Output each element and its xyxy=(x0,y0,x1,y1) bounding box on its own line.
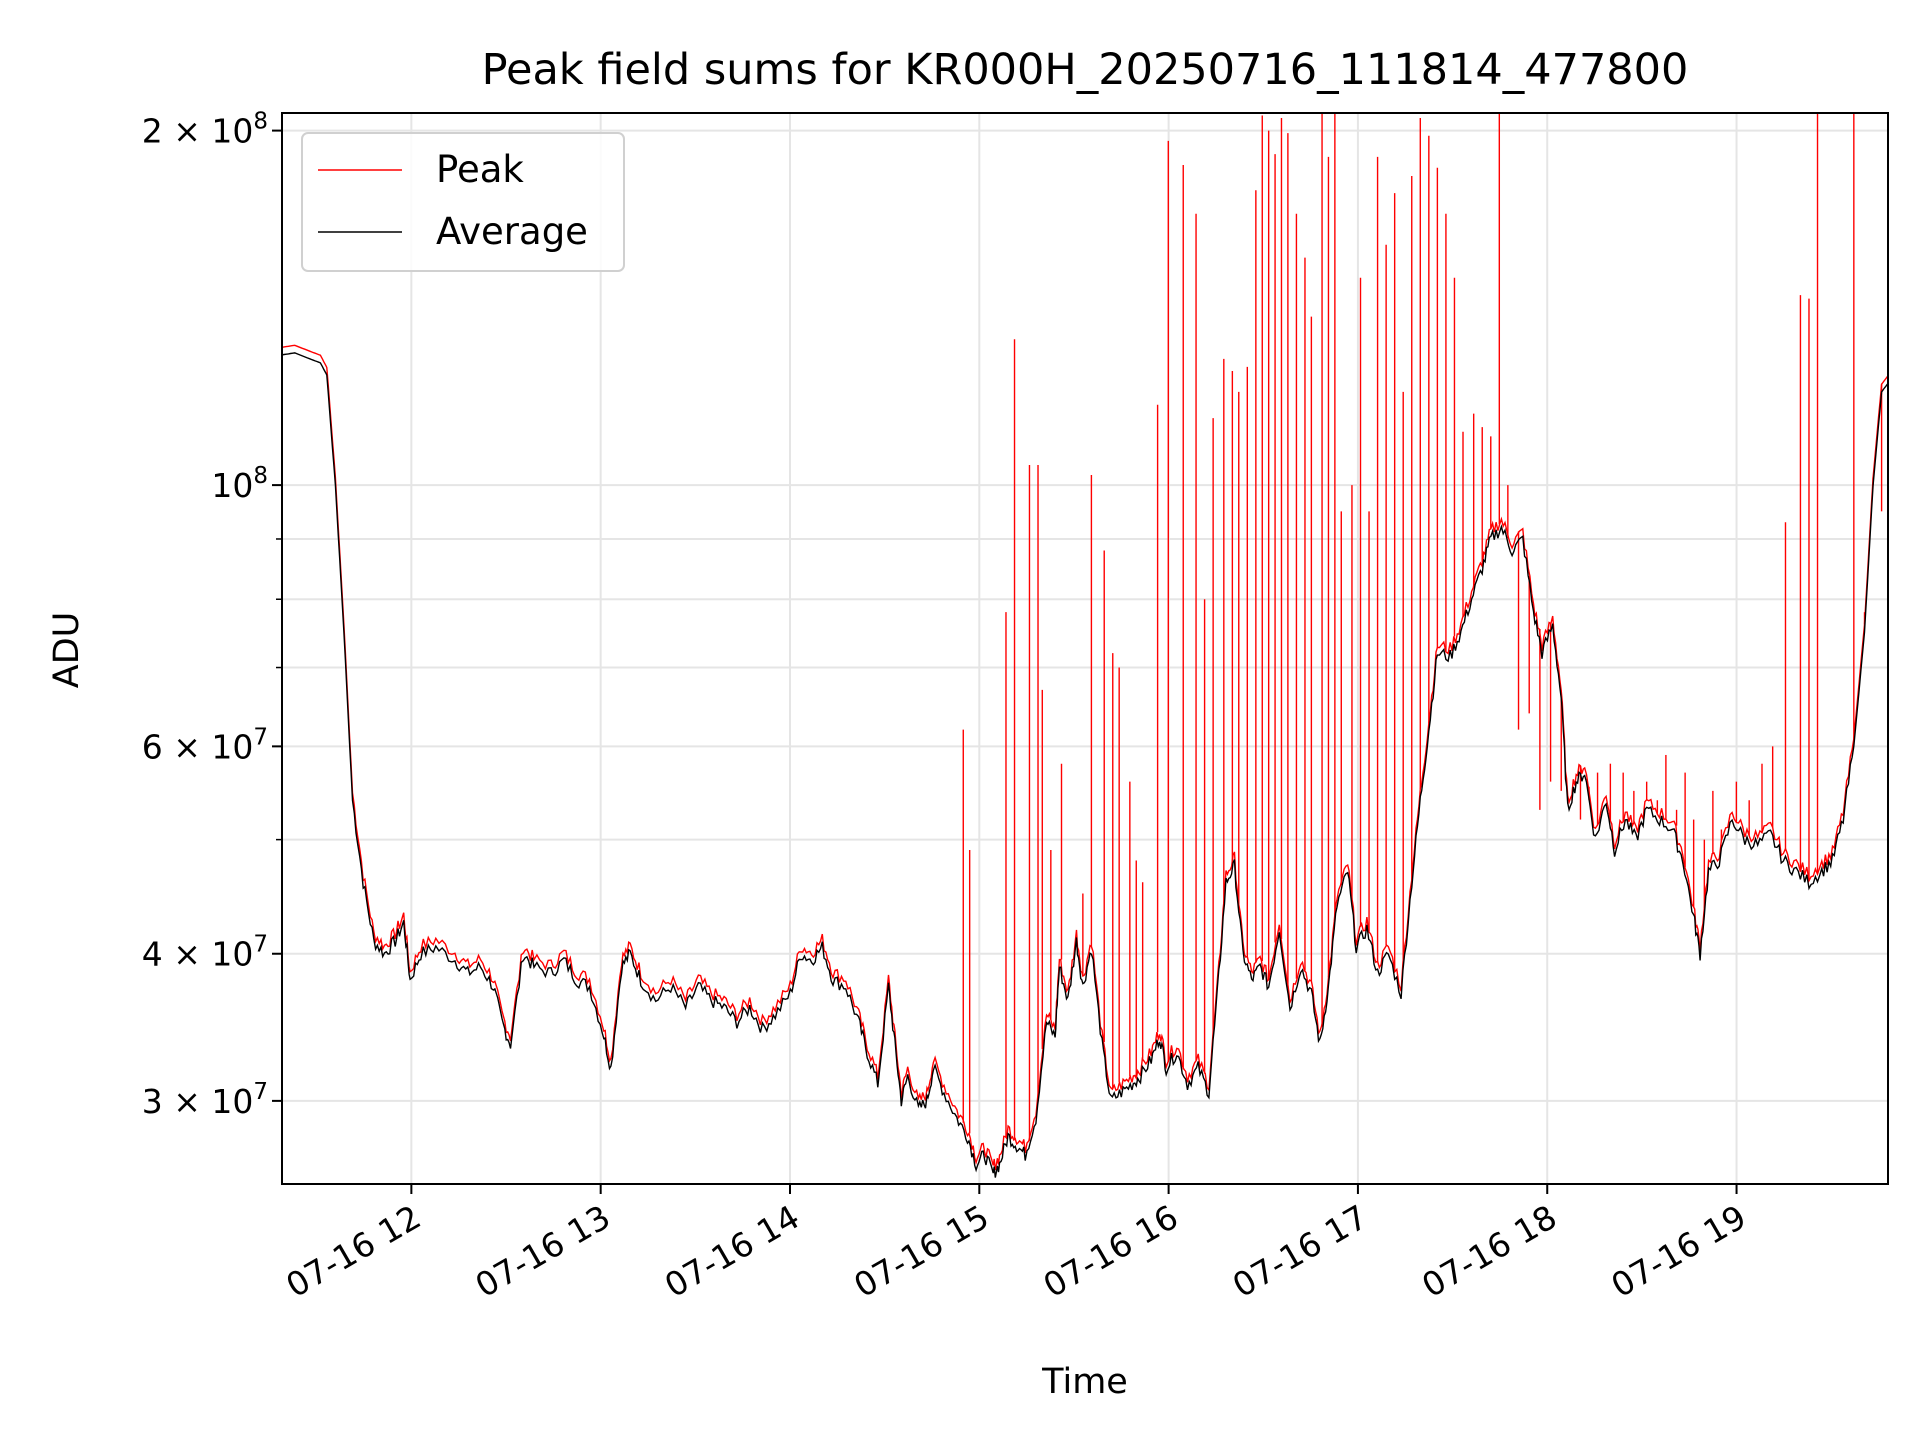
y-tick-label: 6 × 107 xyxy=(142,724,268,766)
y-axis-title: ADU xyxy=(47,612,87,689)
legend-label-peak: Peak xyxy=(436,148,524,191)
y-tick-label: 2 × 108 xyxy=(142,109,268,151)
y-tick-label: 108 xyxy=(211,463,268,505)
series-plot xyxy=(282,113,1888,1178)
y-tick-label: 3 × 107 xyxy=(142,1079,268,1121)
legend-box xyxy=(301,132,625,272)
chart-title: Peak field sums for KR000H_20250716_1118… xyxy=(482,45,1689,95)
plot-frame xyxy=(281,112,1889,1185)
legend: Peak Average xyxy=(301,132,625,272)
x-axis-title: Time xyxy=(1041,1362,1128,1402)
y-axis-ticks: 3 × 107 4 × 107 6 × 107 108 2 × 108 xyxy=(142,109,282,1121)
average-series-line xyxy=(282,352,1888,1178)
grid-lines xyxy=(282,113,1888,1184)
legend-label-average: Average xyxy=(436,210,588,253)
y-tick-label: 4 × 107 xyxy=(142,932,268,974)
